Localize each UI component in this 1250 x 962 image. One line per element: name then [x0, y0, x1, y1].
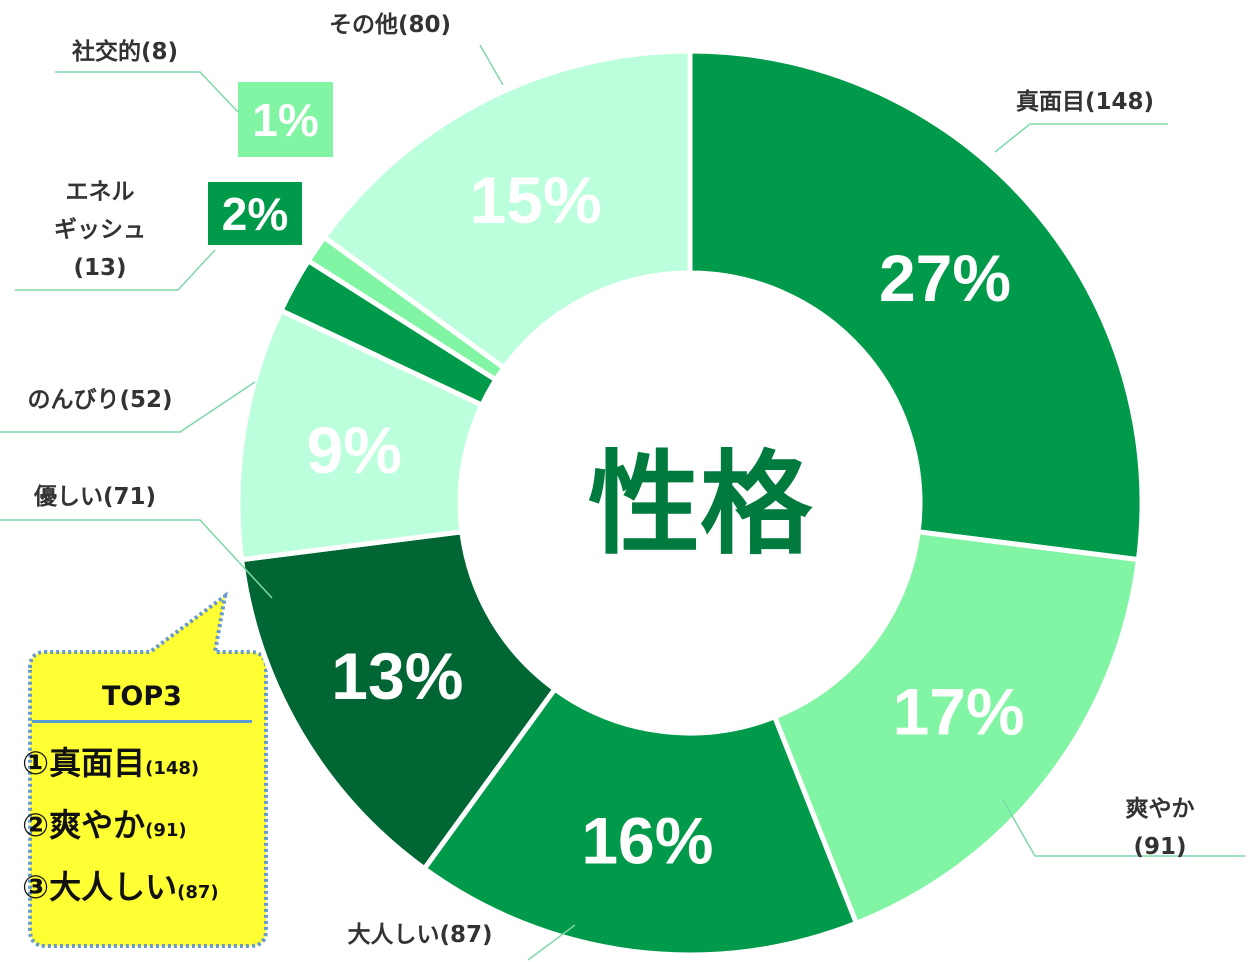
- percent-label: 15%: [470, 163, 602, 237]
- donut-slice: [771, 529, 1142, 927]
- donut-slice: [238, 529, 559, 873]
- item-count: (91): [145, 820, 187, 841]
- donut-slice: [687, 48, 1145, 563]
- category-label: 爽やか(91): [1125, 796, 1195, 860]
- item-name: ①真面目: [22, 744, 146, 782]
- callout-item: ①真面目(148): [22, 735, 262, 797]
- item-name: ②爽やか: [22, 806, 146, 844]
- item-count: (87): [177, 882, 219, 903]
- percent-label: 9%: [306, 413, 401, 487]
- leader-line: [15, 249, 216, 291]
- percent-label: 16%: [581, 803, 713, 877]
- percent-label: 17%: [893, 674, 1025, 748]
- category-label: エネル ギッシュ (13): [54, 179, 146, 281]
- leader-line: [479, 44, 504, 86]
- item-name: ③大人しい: [22, 868, 178, 906]
- callout-bubble: [28, 591, 268, 948]
- leader-line: [1002, 799, 1245, 857]
- leader-line: [994, 123, 1168, 153]
- category-label: 大人しい(87): [347, 922, 493, 948]
- category-label: のんびり(52): [27, 387, 173, 413]
- callout-item: ③大人しい(87): [22, 859, 262, 921]
- category-label: 優しい(71): [33, 484, 157, 510]
- leader-line: [527, 924, 576, 961]
- leader-line: [0, 519, 273, 599]
- item-count: (148): [145, 758, 200, 779]
- callout-title: TOP3: [32, 655, 252, 723]
- center-label: 性格: [588, 440, 813, 570]
- percent-label: 13%: [331, 639, 463, 713]
- category-label: 社交的(8): [71, 39, 179, 65]
- percent-label: 2%: [208, 182, 302, 245]
- leader-line: [55, 71, 239, 113]
- top3-callout: TOP3 ①真面目(148) ②爽やか(91) ③大人しい(87): [22, 655, 262, 943]
- donut-slice: [320, 48, 693, 372]
- percent-label: 27%: [879, 241, 1011, 315]
- percent-label: 1%: [238, 82, 333, 157]
- donut-slice: [420, 685, 860, 958]
- category-label: その他(80): [328, 12, 452, 38]
- leader-line: [0, 381, 256, 433]
- callout-item: ②爽やか(91): [22, 797, 262, 859]
- category-label: 真面目(148): [1015, 89, 1155, 115]
